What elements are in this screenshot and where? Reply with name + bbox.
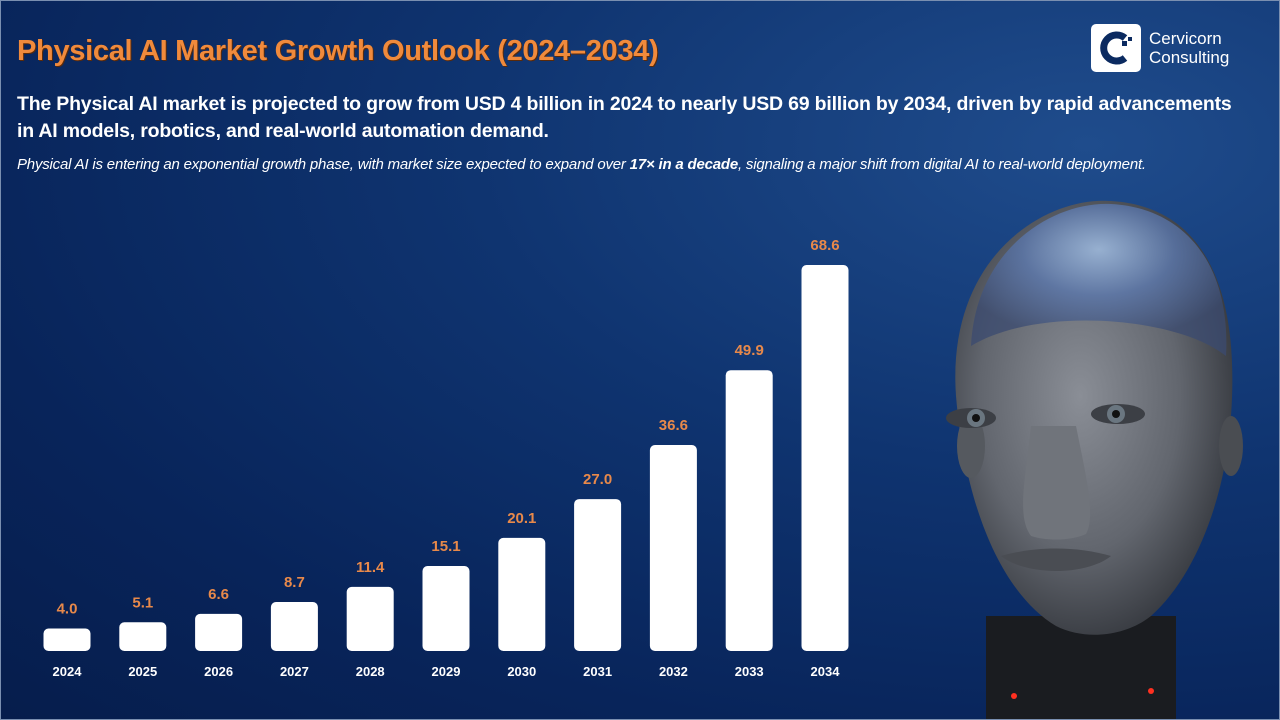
bar-2024 bbox=[43, 628, 91, 651]
company-logo: Cervicorn Consulting bbox=[1091, 24, 1229, 72]
category-label: 2027 bbox=[280, 664, 309, 679]
category-label: 2026 bbox=[204, 664, 233, 679]
note-text-end: , signaling a major shift from digital A… bbox=[738, 156, 1146, 173]
value-label: 49.9 bbox=[735, 342, 764, 359]
value-label: 68.6 bbox=[810, 237, 839, 254]
category-label: 2033 bbox=[735, 664, 764, 679]
value-label: 6.6 bbox=[208, 586, 229, 603]
category-label: 2031 bbox=[583, 664, 612, 679]
bar-2026 bbox=[195, 613, 243, 651]
category-label: 2025 bbox=[128, 664, 157, 679]
category-label: 2034 bbox=[811, 664, 841, 679]
bar-2027 bbox=[270, 602, 318, 651]
category-label: 2028 bbox=[356, 664, 385, 679]
logo-line1: Cervicorn bbox=[1149, 29, 1222, 48]
category-label: 2032 bbox=[659, 664, 688, 679]
value-label: 5.1 bbox=[132, 594, 153, 611]
page-title: Physical AI Market Growth Outlook (2024–… bbox=[17, 35, 659, 67]
bar-2034 bbox=[801, 265, 849, 651]
value-label: 8.7 bbox=[284, 574, 305, 591]
category-label: 2029 bbox=[432, 664, 461, 679]
value-label: 27.0 bbox=[583, 471, 612, 488]
category-label: 2024 bbox=[53, 664, 83, 679]
bar-chart: 4.0 2024 5.1 2025 6.6 2026 8.7 2027 11.4 2028 15.1… bbox=[43, 237, 849, 679]
category-label: 2030 bbox=[507, 664, 536, 679]
value-label: 36.6 bbox=[659, 417, 688, 434]
note-text: Physical AI is entering an exponential g… bbox=[17, 156, 630, 173]
note: Physical AI is entering an exponential g… bbox=[17, 154, 1257, 175]
bar-2029 bbox=[422, 566, 470, 651]
value-label: 15.1 bbox=[431, 538, 460, 555]
logo-line2: Consulting bbox=[1149, 48, 1230, 67]
bar-2032 bbox=[649, 445, 697, 651]
bar-2033 bbox=[725, 370, 773, 651]
value-label: 4.0 bbox=[57, 600, 78, 617]
subtitle: The Physical AI market is projected to g… bbox=[17, 93, 1232, 142]
robot-head-image bbox=[946, 200, 1243, 719]
bar-2031 bbox=[574, 499, 622, 651]
value-label: 11.4 bbox=[356, 559, 385, 576]
bar-2030 bbox=[498, 537, 546, 651]
bar-2028 bbox=[346, 586, 394, 651]
logo-mark-icon bbox=[1091, 24, 1141, 72]
bar-2025 bbox=[119, 622, 167, 651]
note-highlight: 17× in a decade bbox=[629, 156, 739, 173]
value-label: 20.1 bbox=[507, 510, 536, 527]
